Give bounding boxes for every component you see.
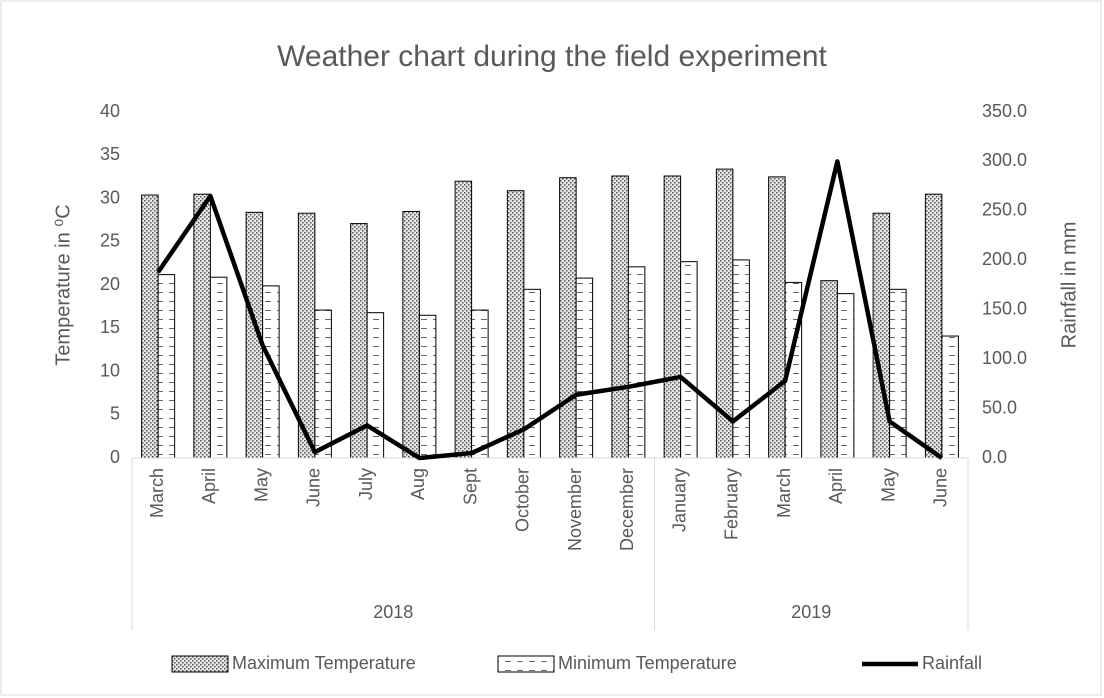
- bar: [627, 266, 646, 459]
- y-tick-label: 30: [100, 187, 120, 207]
- y2-tick-label: 50.0: [982, 397, 1017, 417]
- bar: [506, 190, 525, 459]
- y-tick-label: 15: [100, 317, 120, 337]
- bar: [454, 180, 473, 459]
- x-tick-label: March: [774, 468, 794, 518]
- bar: [209, 276, 228, 459]
- y-axis-title: Temperature in ⁰C: [52, 204, 74, 365]
- bar: [141, 194, 159, 459]
- bar: [836, 293, 855, 459]
- y2-tick-label: 350.0: [982, 101, 1027, 121]
- x-tick-label: April: [199, 468, 219, 504]
- legend-swatch: [171, 655, 229, 673]
- x-tick-label: May: [251, 468, 271, 502]
- y2-tick-label: 300.0: [982, 150, 1027, 170]
- bar: [157, 274, 176, 459]
- x-tick-label: March: [147, 468, 167, 518]
- x-tick-label: October: [513, 468, 533, 532]
- line: [156, 159, 944, 461]
- bar: [559, 177, 577, 459]
- y-tick-label: 40: [100, 101, 120, 121]
- y2-axis-title: Rainfall in mm: [1058, 222, 1080, 349]
- bar: [820, 280, 838, 459]
- x-tick-label: December: [617, 468, 637, 551]
- bar: [732, 259, 750, 459]
- bar: [314, 309, 332, 459]
- y2-tick-label: 150.0: [982, 298, 1027, 318]
- x-tick-label: Aug: [408, 468, 428, 500]
- legend-label: Rainfall: [922, 653, 982, 673]
- x-tick-label: July: [356, 468, 376, 500]
- y-tick-label: 25: [100, 231, 120, 251]
- y-tick-label: 0: [110, 447, 120, 467]
- x-tick-label: November: [565, 468, 585, 551]
- bar: [471, 309, 489, 459]
- x-tick-label: April: [826, 468, 846, 504]
- y2-tick-label: 200.0: [982, 249, 1027, 269]
- x-group-label: 2019: [791, 602, 831, 622]
- bar: [350, 223, 368, 459]
- x-tick-label: May: [878, 468, 898, 502]
- bar: [523, 288, 541, 459]
- y2-tick-label: 0.0: [982, 447, 1007, 467]
- x-tick-label: January: [669, 468, 689, 532]
- y2-tick-label: 100.0: [982, 348, 1027, 368]
- bar: [941, 335, 959, 459]
- y2-tick-label: 250.0: [982, 200, 1027, 220]
- y-tick-label: 5: [110, 404, 120, 424]
- bar: [193, 193, 211, 459]
- y-tick-label: 35: [100, 144, 120, 164]
- bar: [768, 176, 786, 459]
- bar: [575, 277, 594, 459]
- x-tick-label: February: [722, 468, 742, 540]
- bar: [418, 314, 437, 459]
- bar: [872, 212, 891, 459]
- legend-label: Minimum Temperature: [558, 653, 737, 673]
- bar: [924, 193, 943, 459]
- y-tick-label: 10: [100, 360, 120, 380]
- bar: [663, 175, 682, 459]
- chart-title: Weather chart during the field experimen…: [277, 40, 827, 73]
- bar: [402, 210, 420, 459]
- x-tick-label: June: [931, 468, 951, 507]
- x-group-label: 2018: [373, 602, 413, 622]
- x-tick-label: Sept: [460, 468, 480, 505]
- y-tick-label: 20: [100, 274, 120, 294]
- legend-label: Maximum Temperature: [232, 653, 416, 673]
- bar: [611, 175, 629, 459]
- bar: [680, 261, 698, 459]
- legend-swatch: [497, 655, 555, 673]
- x-tick-label: June: [304, 468, 324, 507]
